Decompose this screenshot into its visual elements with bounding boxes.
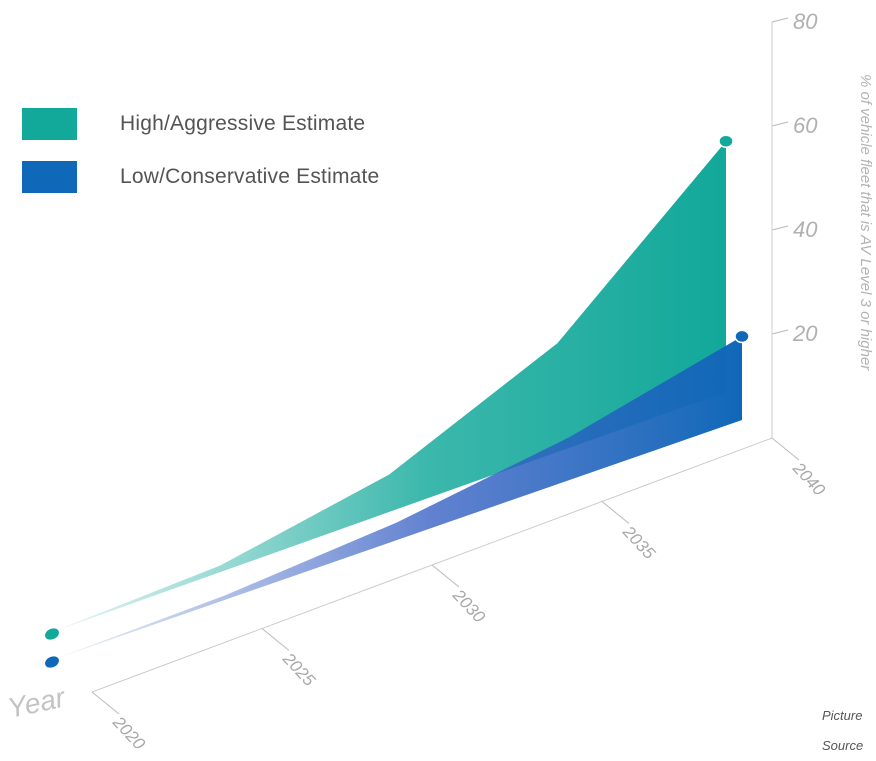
legend-swatch-low xyxy=(22,161,77,193)
x-tick-mark xyxy=(431,564,460,588)
legend-swatch-high xyxy=(22,108,77,140)
y-tick-mark xyxy=(771,225,789,231)
end-marker-low xyxy=(734,329,750,344)
x-tick-mark xyxy=(771,437,800,461)
x-tick-label: 2035 xyxy=(618,522,659,564)
y-tick-label: 40 xyxy=(793,217,818,242)
y-axis-label: % of vehicle fleet that is AV Level 3 or… xyxy=(857,74,874,371)
start-marker-high xyxy=(43,626,61,642)
legend-label-high: High/Aggressive Estimate xyxy=(120,112,366,135)
series-layer xyxy=(52,141,742,660)
y-tick-mark xyxy=(771,17,789,23)
legend-item-low: Low/Conservative Estimate xyxy=(22,161,379,193)
picture-credit: Picture xyxy=(822,708,863,723)
y-tick-mark xyxy=(771,121,789,127)
x-tick-label: 2020 xyxy=(108,712,149,754)
legend-label-low: Low/Conservative Estimate xyxy=(120,165,380,188)
legend: High/Aggressive Estimate Low/Conservativ… xyxy=(22,108,379,214)
x-tick-mark xyxy=(261,628,290,651)
y-tick-mark xyxy=(771,329,789,335)
x-tick-label: 2040 xyxy=(788,458,829,500)
y-tick-label: 80 xyxy=(793,9,818,34)
start-marker-low xyxy=(43,654,61,670)
legend-item-high: High/Aggressive Estimate xyxy=(22,108,379,140)
source-credit: Source xyxy=(822,738,864,753)
x-tick-mark xyxy=(91,691,120,715)
end-marker-high xyxy=(718,134,734,148)
y-tick-label: 20 xyxy=(792,321,818,346)
markers xyxy=(43,134,750,670)
y-tick-label: 60 xyxy=(793,113,818,138)
x-tick-mark xyxy=(601,501,630,524)
series-area-high xyxy=(52,141,726,632)
x-tick-label: 2030 xyxy=(448,585,489,627)
x-tick-label: 2025 xyxy=(278,649,319,691)
x-axis-label: Year xyxy=(5,681,69,724)
